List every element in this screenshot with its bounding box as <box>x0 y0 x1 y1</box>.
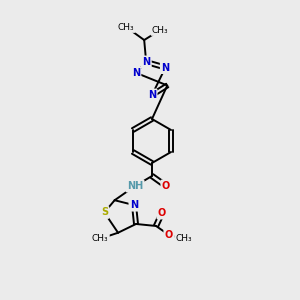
Text: N: N <box>161 62 169 73</box>
Text: CH₃: CH₃ <box>92 234 108 243</box>
Text: N: N <box>132 68 140 78</box>
Text: N: N <box>130 200 138 210</box>
Text: N: N <box>142 57 150 67</box>
Text: N: N <box>148 90 156 100</box>
Text: NH: NH <box>127 181 143 191</box>
Text: CH₃: CH₃ <box>118 22 134 32</box>
Text: O: O <box>165 230 173 240</box>
Text: O: O <box>158 208 166 218</box>
Text: CH₃: CH₃ <box>176 235 192 244</box>
Text: CH₃: CH₃ <box>152 26 169 34</box>
Text: O: O <box>162 181 170 191</box>
Text: S: S <box>101 208 108 218</box>
